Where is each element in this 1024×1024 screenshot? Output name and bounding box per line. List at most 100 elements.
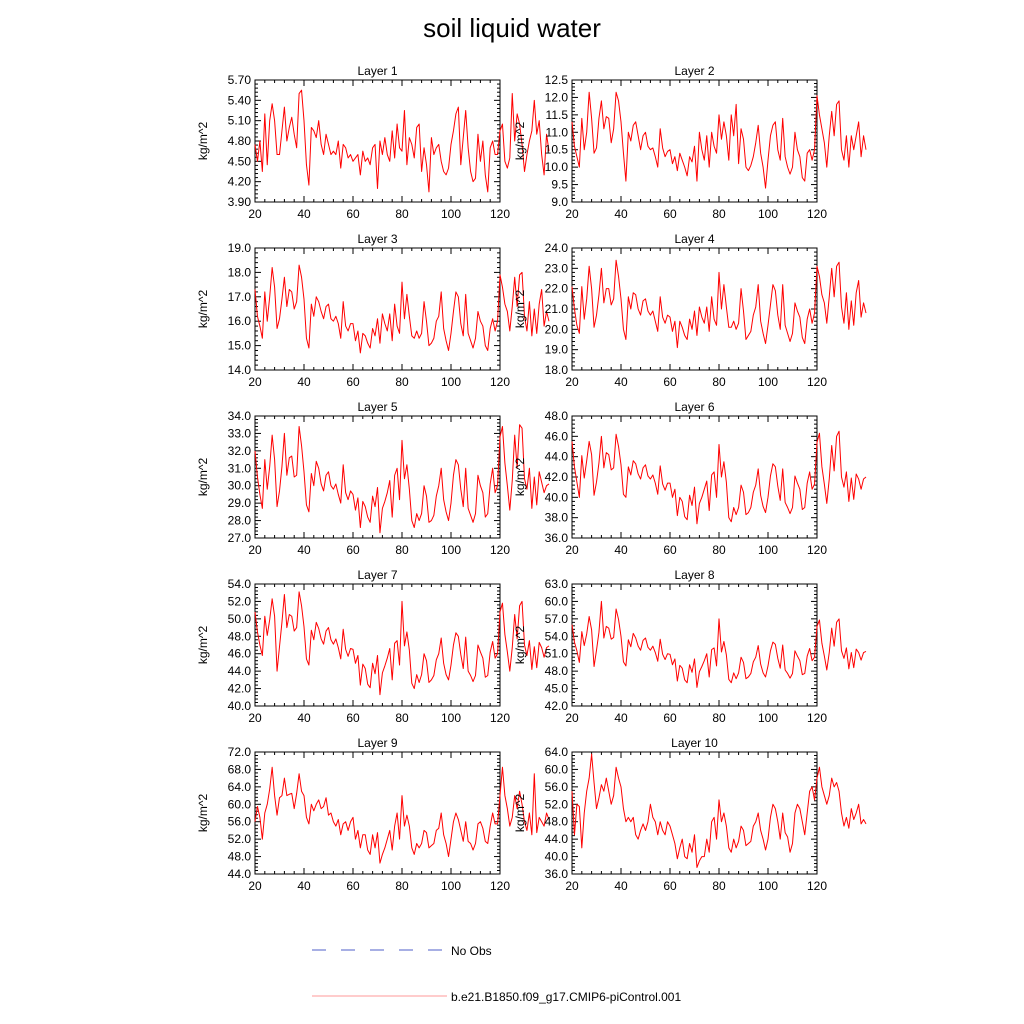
panel-10-ylabel: kg/m^2: [513, 794, 527, 833]
panel-9-ytick-label: 64.0: [228, 780, 252, 794]
panel-3-xtick-label: 40: [297, 375, 311, 389]
panel-9-ytick-label: 56.0: [228, 815, 252, 829]
panel-1-ytick-label: 5.70: [228, 73, 252, 87]
panel-4-xtick-label: 80: [712, 375, 726, 389]
panel-5-frame: [254, 415, 501, 539]
panel-1-ytick-label: 4.50: [228, 154, 252, 168]
panel-4-ytick-label: 22.0: [545, 282, 569, 296]
panel-6-title: Layer 6: [674, 400, 714, 414]
panel-10-ytick-label: 60.0: [545, 762, 569, 776]
panel-6-xtick-label: 60: [663, 543, 677, 557]
panel-2-ytick-label: 12.5: [545, 73, 569, 87]
panel-4-ytick-label: 19.0: [545, 343, 569, 357]
panel-6-ytick-label: 40.0: [545, 490, 569, 504]
panel-8-xtick-label: 120: [807, 711, 827, 725]
panel-1-xtick-label: 120: [490, 207, 510, 221]
panel-2-ytick-label: 9.5: [551, 178, 568, 192]
panel-2-xtick-label: 120: [807, 207, 827, 221]
panel-4-series-line-1: [571, 259, 867, 349]
panel-1-title: Layer 1: [357, 64, 397, 78]
panel-7-xtick-label: 40: [297, 711, 311, 725]
panel-5-ytick-label: 34.0: [228, 409, 252, 423]
panel-8-ytick-label: 57.0: [545, 612, 569, 626]
panel-10-xtick-label: 60: [663, 879, 677, 893]
panel-7-series-line-1: [254, 591, 550, 696]
panel-4-ytick-label: 20.0: [545, 322, 569, 336]
panel-4-xtick-label: 100: [758, 375, 778, 389]
panel-5-ytick-label: 27.0: [228, 531, 252, 545]
panel-3-ylabel: kg/m^2: [196, 290, 210, 329]
panel-2-ytick-label: 11.0: [546, 125, 569, 139]
panel-2-ytick-label: 9.0: [551, 195, 568, 209]
panel-8-xtick-label: 20: [565, 711, 579, 725]
panel-9-xtick-label: 20: [248, 879, 262, 893]
panel-4-xtick-label: 60: [663, 375, 677, 389]
panel-10-title: Layer 10: [671, 736, 718, 750]
panel-2-xtick-label: 20: [565, 207, 579, 221]
panel-4-ytick-label: 21.0: [545, 302, 569, 316]
panel-5-xtick-label: 40: [297, 543, 311, 557]
panel-8-ytick-label: 63.0: [545, 577, 569, 591]
panel-8-ytick-label: 54.0: [545, 629, 569, 643]
panel-6-xtick-label: 20: [565, 543, 579, 557]
panel-1-xtick-label: 100: [441, 207, 461, 221]
panel-7-ytick-label: 52.0: [228, 594, 252, 608]
panel-3-xtick-label: 60: [346, 375, 360, 389]
panel-8-series-line-1: [571, 600, 867, 688]
chart-title: soil liquid water: [423, 13, 601, 43]
panel-10-xtick-label: 40: [614, 879, 628, 893]
panel-3-ytick-label: 18.0: [228, 265, 252, 279]
panel-7-xtick-label: 120: [490, 711, 510, 725]
panel-1-xtick-label: 60: [346, 207, 360, 221]
panel-3-xtick-label: 100: [441, 375, 461, 389]
panel-9-ytick-label: 60.0: [228, 797, 252, 811]
panel-4-ytick-label: 24.0: [545, 241, 569, 255]
panel-6-ytick-label: 38.0: [545, 511, 569, 525]
panel-4-xtick-label: 120: [807, 375, 827, 389]
panel-3-xtick-label: 20: [248, 375, 262, 389]
panel-3-xtick-label: 120: [490, 375, 510, 389]
panel-1-xtick-label: 40: [297, 207, 311, 221]
panel-3-ytick-label: 15.0: [228, 339, 252, 353]
panel-8-xtick-label: 60: [663, 711, 677, 725]
panel-6-xtick-label: 80: [712, 543, 726, 557]
panel-8-ytick-label: 60.0: [545, 594, 569, 608]
panel-9-series-line-1: [254, 766, 550, 864]
panel-2-frame: [571, 79, 818, 203]
panel-7-ytick-label: 46.0: [228, 647, 252, 661]
panel-5-ytick-label: 28.0: [228, 514, 252, 528]
panel-9-xtick-label: 60: [346, 879, 360, 893]
panel-5-ylabel: kg/m^2: [196, 458, 210, 497]
panel-2-ytick-label: 11.5: [546, 108, 569, 122]
panel-7-ytick-label: 48.0: [228, 629, 252, 643]
panel-2-ytick-label: 10.0: [545, 160, 569, 174]
panel-9-ylabel: kg/m^2: [196, 794, 210, 833]
panel-7-ytick-label: 42.0: [228, 682, 252, 696]
panel-5-xtick-label: 100: [441, 543, 461, 557]
panel-1-ytick-label: 3.90: [228, 195, 252, 209]
panel-6-ylabel: kg/m^2: [513, 458, 527, 497]
legend-label-no-obs: No Obs: [451, 944, 492, 958]
legend-label-model: b.e21.B1850.f09_g17.CMIP6-piControl.001: [451, 990, 681, 1004]
panel-8-ytick-label: 48.0: [545, 664, 569, 678]
panel-5-xtick-label: 120: [490, 543, 510, 557]
panel-2-xtick-label: 80: [712, 207, 726, 221]
panel-9-ytick-label: 48.0: [228, 850, 252, 864]
panel-6-ytick-label: 44.0: [545, 450, 569, 464]
panel-7-title: Layer 7: [357, 568, 397, 582]
panel-5-xtick-label: 20: [248, 543, 262, 557]
panel-1-series-line-1: [254, 89, 550, 193]
panel-7-xtick-label: 60: [346, 711, 360, 725]
panel-10-ytick-label: 56.0: [545, 780, 569, 794]
panel-8-xtick-label: 80: [712, 711, 726, 725]
panel-6-series-line-1: [571, 430, 867, 525]
panel-2-ytick-label: 12.0: [545, 90, 569, 104]
panel-10-xtick-label: 100: [758, 879, 778, 893]
panel-2-xtick-label: 40: [614, 207, 628, 221]
panel-8-title: Layer 8: [674, 568, 714, 582]
panel-6-ytick-label: 48.0: [545, 409, 569, 423]
panel-5-series-line-1: [254, 424, 550, 534]
panel-5-title: Layer 5: [357, 400, 397, 414]
